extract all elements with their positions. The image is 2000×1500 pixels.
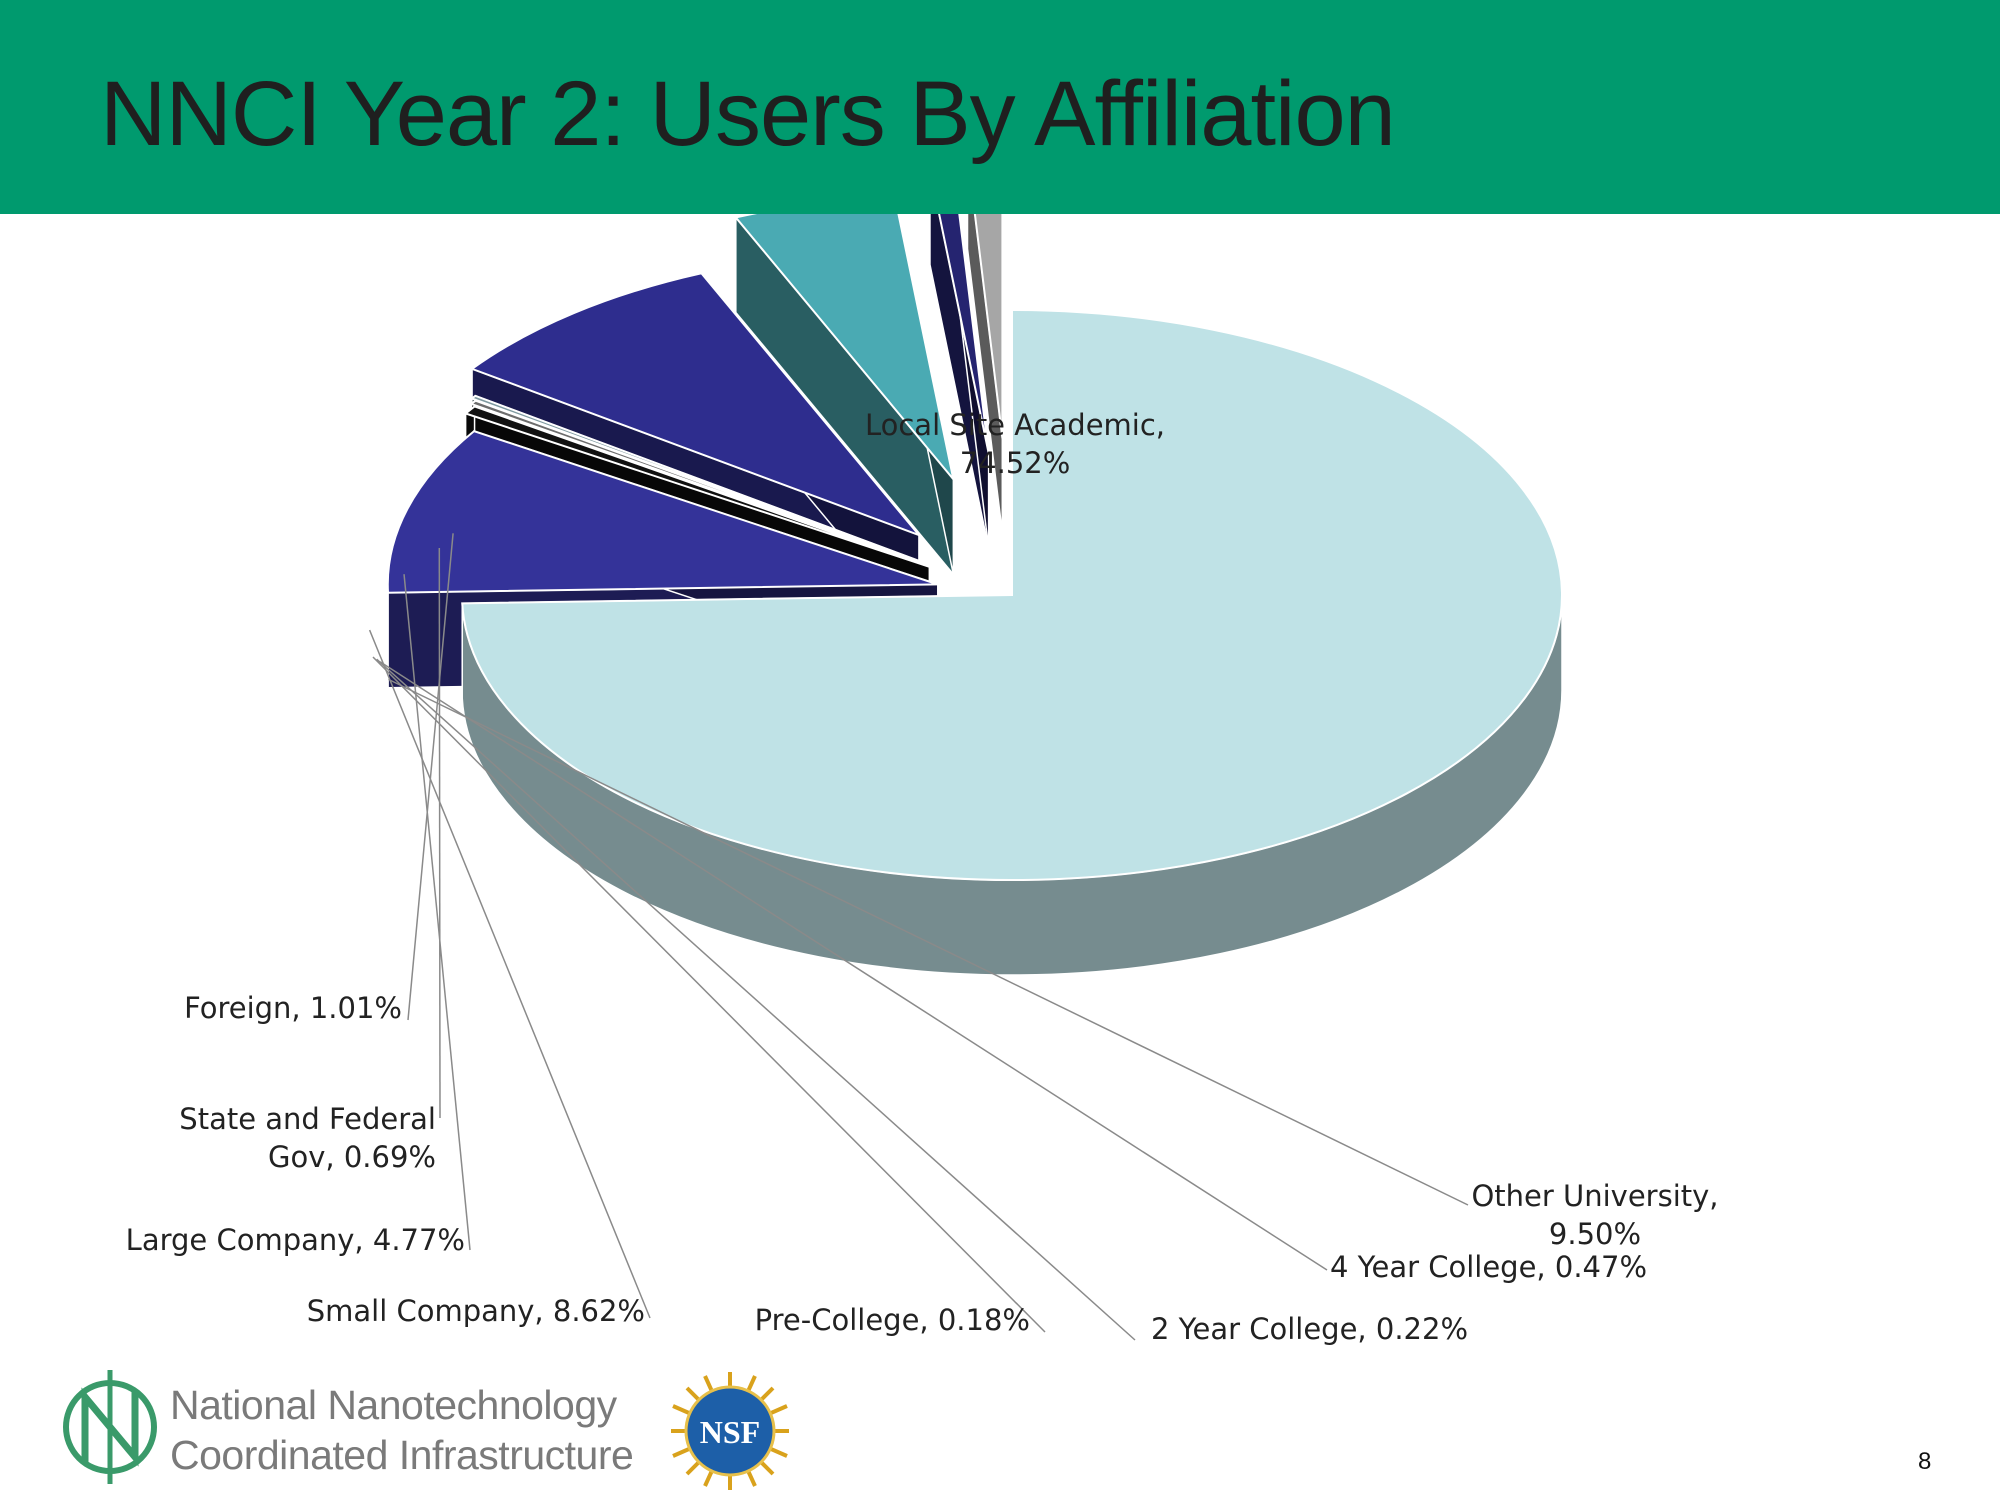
label-other-university-line: 9.50% xyxy=(1549,1217,1641,1251)
label-2-year-college: 2 Year College, 0.22% xyxy=(1151,1312,1468,1346)
slice-pre-college-top xyxy=(469,394,923,563)
slice-large-company xyxy=(734,214,955,577)
label-2-year-college-line: 2 Year College, 0.22% xyxy=(1151,1312,1468,1346)
label-pre-college-line: Pre-College, 0.18% xyxy=(755,1303,1030,1337)
label-2-year-college-leader xyxy=(376,658,1136,1341)
nnci-emblem-icon xyxy=(63,1370,157,1484)
logo-line-1: National Nanotechnology xyxy=(170,1382,617,1428)
label-leader-lines xyxy=(368,533,1469,1341)
label-other-university: Other University, 9.50% xyxy=(1471,1179,1718,1251)
label-local-site-academic-line: 74.52% xyxy=(960,446,1071,480)
slice-small-company-top xyxy=(469,272,923,538)
label-foreign: Foreign, 1.01% xyxy=(184,991,402,1025)
label-large-company-leader xyxy=(403,574,471,1251)
page-number: 8 xyxy=(1918,1448,1932,1475)
slice-labels: Local Site Academic, 74.52% Other Universi… xyxy=(126,408,1719,1346)
label-pre-college-leader xyxy=(372,656,1046,1333)
slice-foreign xyxy=(966,214,1004,534)
label-small-company-line: Small Company, 8.62% xyxy=(307,1294,645,1328)
label-state-and-federal-gov-leader xyxy=(438,548,441,1119)
nnci-logo: National Nanotechnology Coordinated Infr… xyxy=(55,1362,645,1492)
logo-line-2: Coordinated Infrastructure xyxy=(170,1432,634,1478)
title-bar: NNCI Year 2: Users By Affiliation xyxy=(0,0,2000,214)
label-large-company: Large Company, 4.77% xyxy=(126,1223,465,1257)
label-state-and-federal-gov: State and Federal Gov, 0.69% xyxy=(179,1102,436,1174)
slide-title: NNCI Year 2: Users By Affiliation xyxy=(100,63,1396,165)
label-state-and-federal-gov-line: Gov, 0.69% xyxy=(268,1140,436,1174)
pie-slices xyxy=(386,214,1563,976)
slice-local-site-academic xyxy=(461,308,1563,976)
slice-large-company-top xyxy=(734,214,955,480)
label-4-year-college-line: 4 Year College, 0.47% xyxy=(1330,1250,1647,1284)
slice-state-and-federal-gov xyxy=(929,214,990,549)
label-local-site-academic-line: Local Site Academic, xyxy=(865,408,1165,442)
slice-local-site-academic-top xyxy=(461,308,1563,881)
label-foreign-leader xyxy=(407,533,454,1021)
pie-chart: Local Site Academic, 74.52% Other Universi… xyxy=(126,214,1719,1346)
slice-foreign-top xyxy=(973,214,1004,439)
label-4-year-college-leader xyxy=(379,661,1328,1271)
label-4-year-college: 4 Year College, 0.47% xyxy=(1330,1250,1647,1284)
label-pre-college: Pre-College, 0.18% xyxy=(755,1303,1030,1337)
slice-other-university-top xyxy=(386,429,939,594)
nnci-logo-text: National Nanotechnology Coordinated Infr… xyxy=(170,1380,634,1480)
label-state-and-federal-gov-line: State and Federal xyxy=(179,1102,436,1136)
label-other-university-line: Other University, xyxy=(1471,1179,1718,1213)
label-other-university-leader xyxy=(388,678,1469,1206)
label-foreign-line: Foreign, 1.01% xyxy=(184,991,402,1025)
label-large-company-line: Large Company, 4.77% xyxy=(126,1223,465,1257)
nsf-logo-text: NSF xyxy=(700,1414,760,1450)
slice-4-year-college-top xyxy=(463,405,930,568)
slice-2-year-college-top xyxy=(469,399,927,566)
nsf-logo: NSF xyxy=(671,1372,789,1490)
label-local-site-academic: Local Site Academic, 74.52% xyxy=(865,408,1165,480)
slice-state-and-federal-gov-top xyxy=(938,214,990,454)
label-small-company: Small Company, 8.62% xyxy=(307,1294,645,1328)
label-small-company-leader xyxy=(368,629,651,1319)
